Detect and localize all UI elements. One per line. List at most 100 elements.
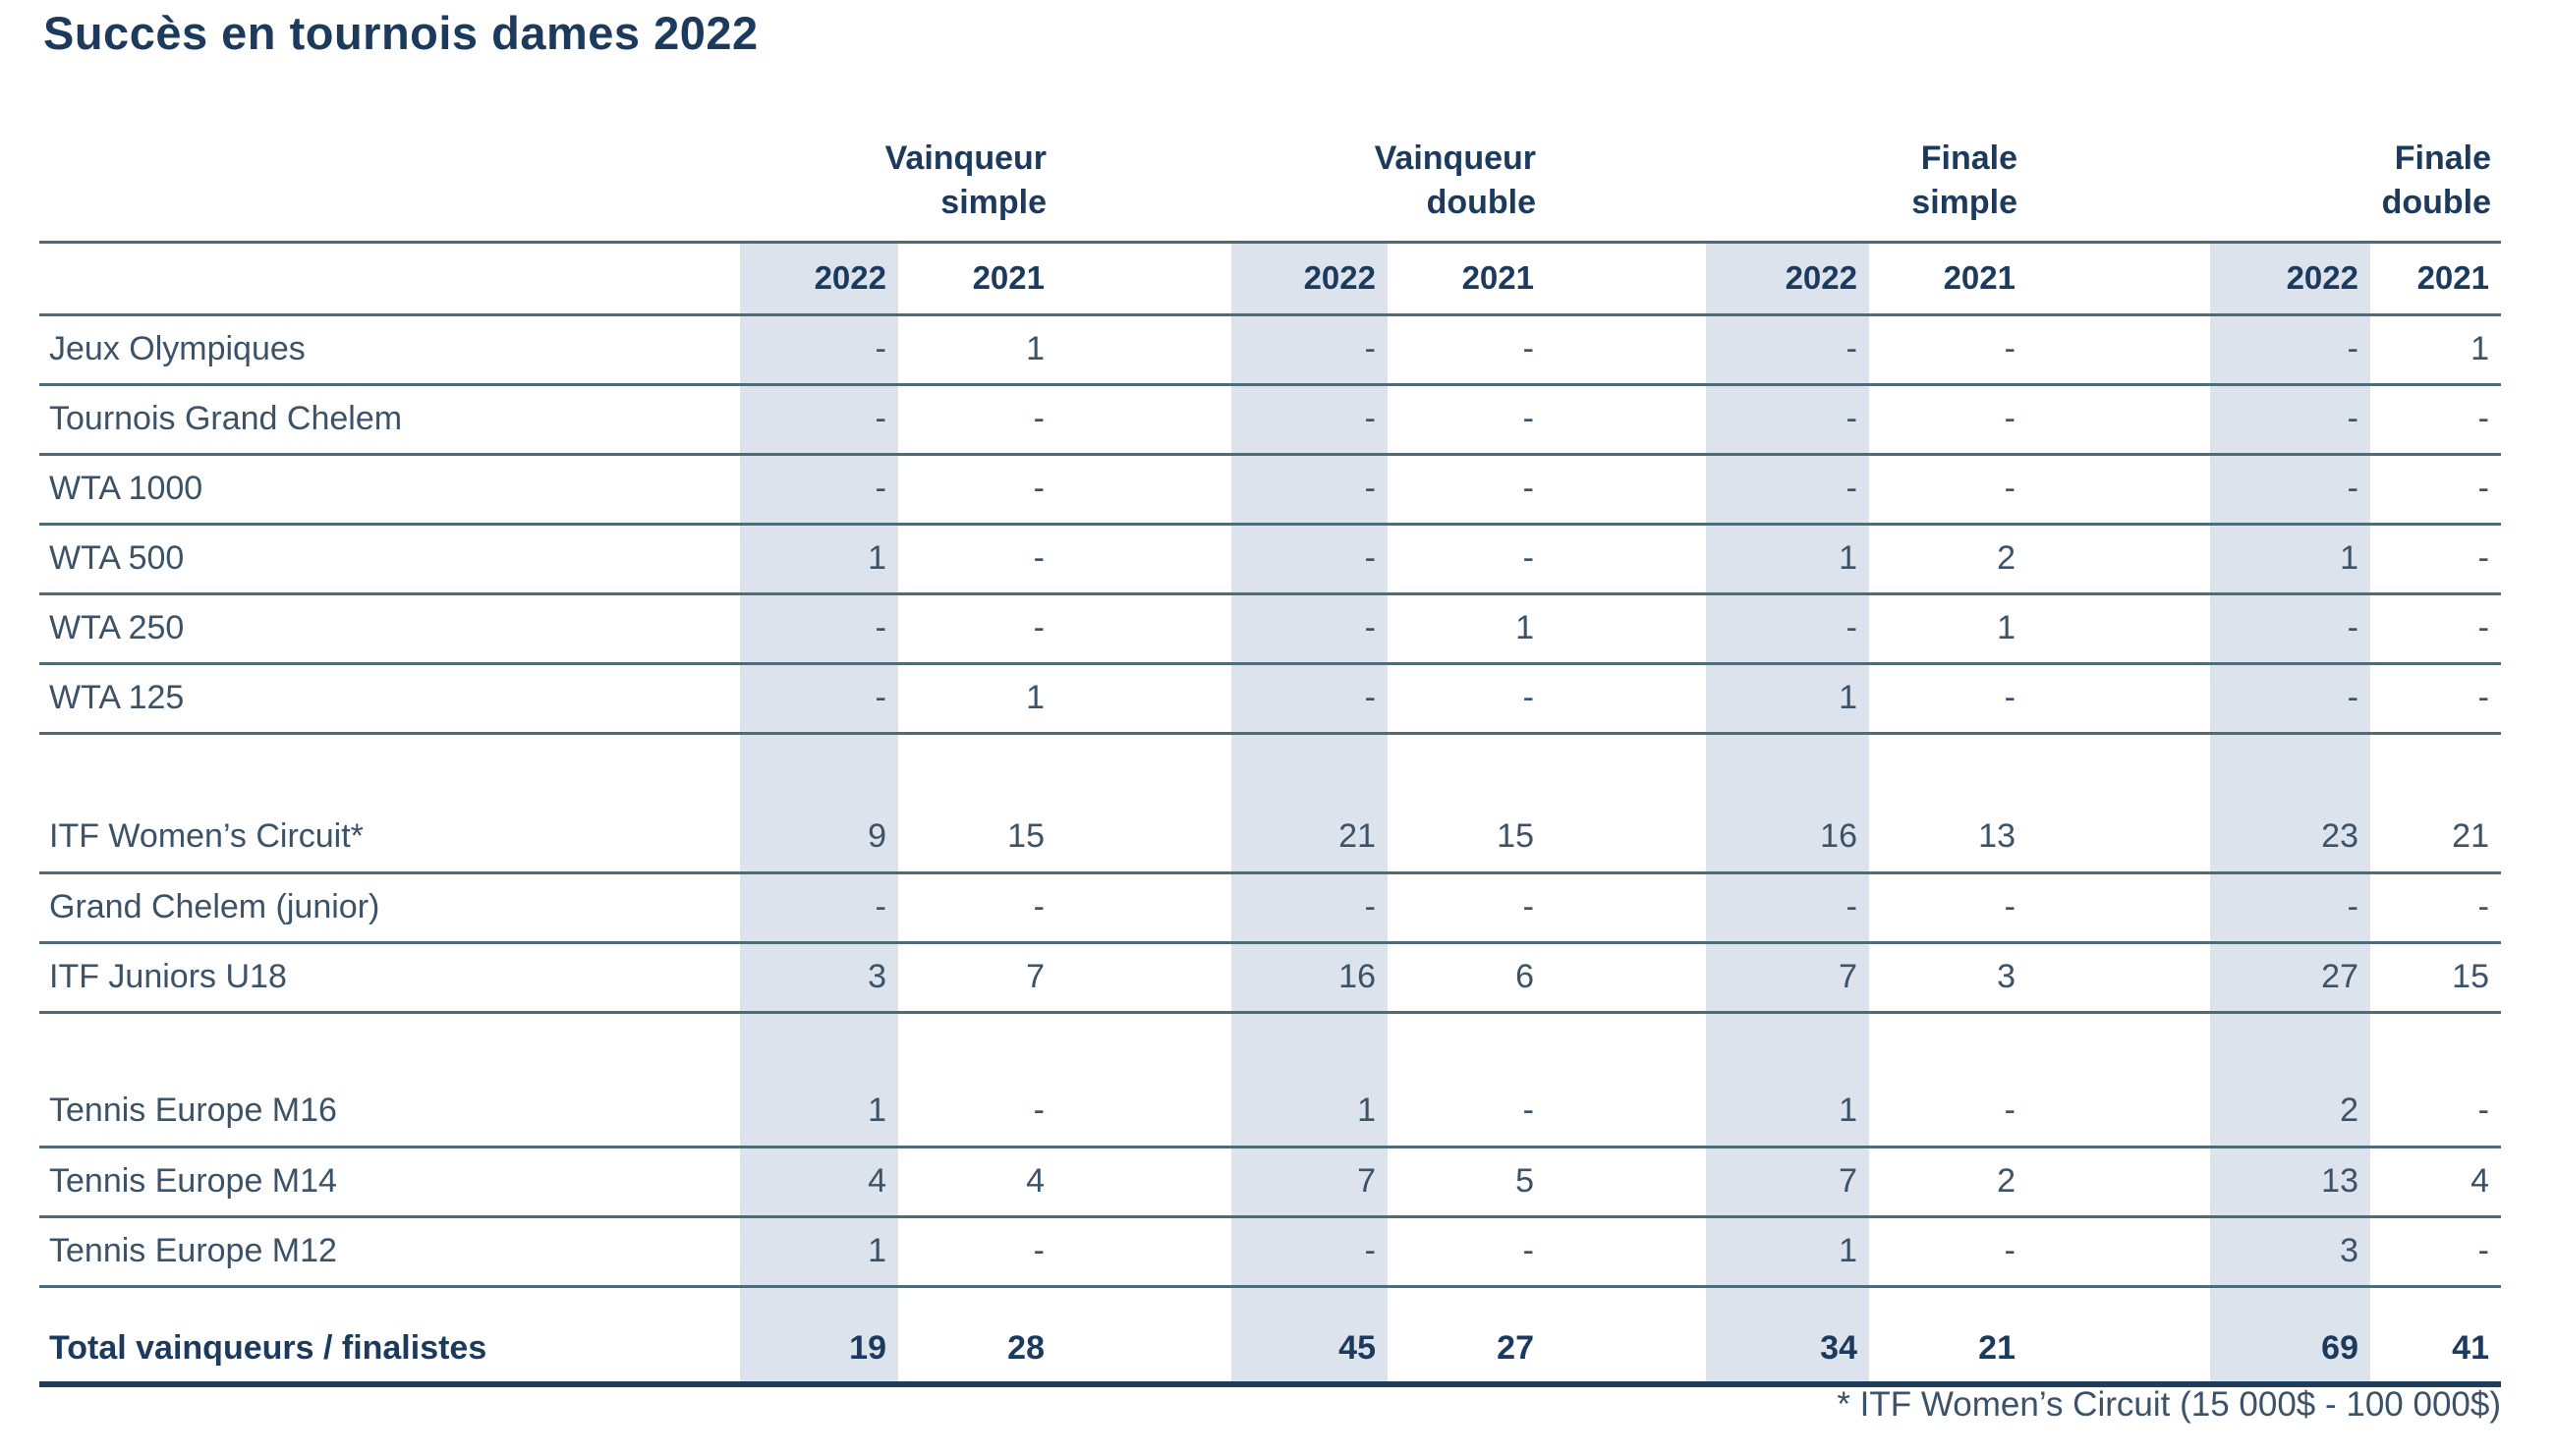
- value-2022: -: [1231, 872, 1388, 944]
- value-2021: -: [898, 593, 1056, 665]
- value-2021: -: [1388, 872, 1546, 944]
- group-gap: [1056, 593, 1231, 665]
- value-2021: 13: [1869, 803, 2027, 874]
- group-header-row: Vainqueur simple Vainqueur double Finale simp…: [39, 128, 2501, 244]
- value-2021: 4: [898, 1147, 1056, 1218]
- table-row: Tournois Grand Chelem - - - - - - - -: [39, 384, 2501, 456]
- year-2022-header: 2022: [740, 242, 898, 316]
- group-gap: [2027, 872, 2210, 944]
- group-gap: [2027, 1286, 2210, 1316]
- value-2022: 1: [1706, 1077, 1869, 1148]
- group-gap: [1546, 663, 1706, 735]
- value-2022: 21: [1231, 803, 1388, 874]
- value-2022: -: [1231, 663, 1388, 735]
- value-2022: -: [740, 314, 898, 386]
- value-2022: 16: [1706, 803, 1869, 874]
- row-label: Tennis Europe M12: [39, 1216, 740, 1288]
- value-2022: 19: [740, 1316, 898, 1387]
- value-2022: -: [1231, 384, 1388, 456]
- year-2021-header: 2021: [898, 242, 1056, 316]
- value-2021: -: [898, 524, 1056, 595]
- spacer-row: [39, 1012, 2501, 1077]
- group-gap: [1546, 733, 1706, 803]
- table-row: Tennis Europe M12 1- - -1-3-: [39, 1216, 2501, 1288]
- value-2022: -: [1231, 524, 1388, 595]
- group-gap: [1056, 942, 1231, 1014]
- group-gap: [2027, 663, 2210, 735]
- value-2022: -: [1706, 454, 1869, 526]
- group-header-line2: simple: [1911, 183, 2017, 221]
- group-gap: [1056, 733, 1231, 803]
- year-2021-header: 2021: [2370, 242, 2501, 316]
- group-header-line2: simple: [940, 183, 1047, 221]
- group-gap: [2027, 524, 2210, 595]
- table-row: Jeux Olympiques -1- - - - -1: [39, 314, 2501, 386]
- footnote: * ITF Women’s Circuit (15 000$ - 100 000…: [1837, 1385, 2501, 1424]
- value-2022: 1: [740, 524, 898, 595]
- value-2021: -: [1869, 872, 2027, 944]
- row-label-header: [39, 128, 740, 244]
- row-label: Grand Chelem (junior): [39, 872, 740, 944]
- group-gap: [2027, 1147, 2210, 1218]
- group-gap: [2027, 454, 2210, 526]
- group-gap: [1546, 1316, 1706, 1387]
- group-gap: [2027, 1316, 2210, 1387]
- row-label: WTA 500: [39, 524, 740, 595]
- value-2022: 69: [2210, 1316, 2370, 1387]
- row-label: WTA 250: [39, 593, 740, 665]
- group-header-line1: Vainqueur: [884, 139, 1047, 177]
- value-2022: -: [740, 872, 898, 944]
- value-2021: -: [898, 872, 1056, 944]
- row-label: Tournois Grand Chelem: [39, 384, 740, 456]
- group-gap: [1546, 384, 1706, 456]
- group-gap: [2027, 1077, 2210, 1148]
- value-2021: -: [1869, 663, 2027, 735]
- value-2022: -: [740, 593, 898, 665]
- value-2021: -: [2370, 1216, 2501, 1288]
- value-2022: 3: [2210, 1216, 2370, 1288]
- value-2022: 3: [740, 942, 898, 1014]
- group-gap: [1056, 803, 1231, 874]
- value-2022: 1: [1706, 663, 1869, 735]
- value-2021: -: [1388, 314, 1546, 386]
- group-header-1: Vainqueur double: [1231, 128, 1546, 244]
- value-2022: 7: [1706, 942, 1869, 1014]
- value-2022: -: [2210, 593, 2370, 665]
- value-2022: -: [1231, 1216, 1388, 1288]
- group-gap: [1056, 1077, 1231, 1148]
- group-gap: [1546, 524, 1706, 595]
- spacer-row: [39, 733, 2501, 803]
- value-2021: 5: [1388, 1147, 1546, 1218]
- value-2021: -: [2370, 524, 2501, 595]
- value-2022: 23: [2210, 803, 2370, 874]
- page-title: Succès en tournois dames 2022: [43, 7, 759, 59]
- group-gap: [1546, 1012, 1706, 1077]
- value-2021: -: [2370, 593, 2501, 665]
- value-2022: 1: [740, 1077, 898, 1148]
- value-2022: 7: [1231, 1147, 1388, 1218]
- year-2022-header: 2022: [1231, 242, 1388, 316]
- value-2022: 16: [1231, 942, 1388, 1014]
- table-row: Grand Chelem (junior) - - - - - - - -: [39, 872, 2501, 944]
- value-2022: -: [1706, 872, 1869, 944]
- group-gap: [1546, 454, 1706, 526]
- total-row: Total vainqueurs / finalistes 19 28 45 27 34 2…: [39, 1316, 2501, 1387]
- value-2021: -: [898, 384, 1056, 456]
- group-gap: [1546, 803, 1706, 874]
- value-2022: 1: [740, 1216, 898, 1288]
- group-gap: [1056, 384, 1231, 456]
- group-gap: [2027, 314, 2210, 386]
- value-2021: 1: [898, 314, 1056, 386]
- value-2021: 3: [1869, 942, 2027, 1014]
- value-2022: -: [1231, 593, 1388, 665]
- group-gap: [1056, 242, 1231, 316]
- table-row: WTA 500 1- - -1 2 1-: [39, 524, 2501, 595]
- value-2022: -: [740, 663, 898, 735]
- year-2021-header: 2021: [1388, 242, 1546, 316]
- value-2022: 1: [2210, 524, 2370, 595]
- group-gap: [1056, 1012, 1231, 1077]
- group-gap: [1056, 1286, 1231, 1316]
- value-2022: -: [740, 384, 898, 456]
- value-2021: 2: [1869, 524, 2027, 595]
- value-2021: -: [1869, 384, 2027, 456]
